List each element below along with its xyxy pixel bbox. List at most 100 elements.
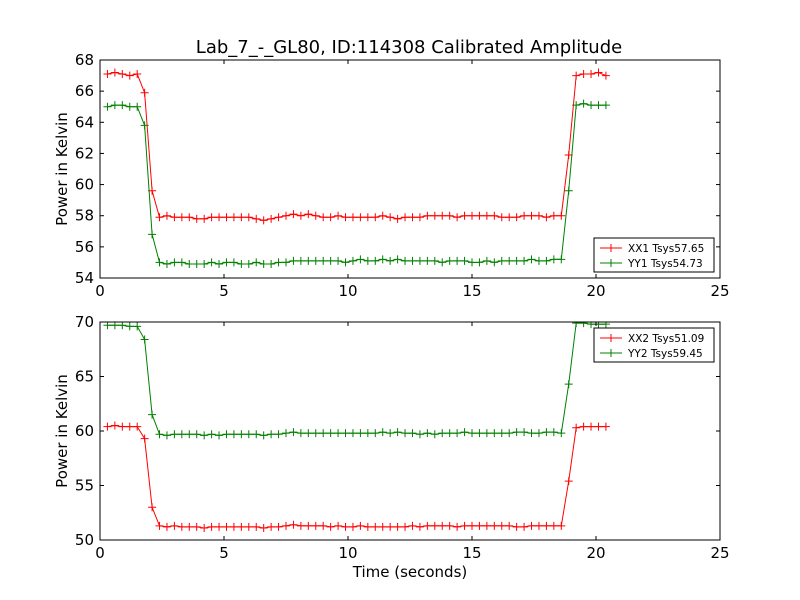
data-point <box>520 211 529 220</box>
data-point <box>252 430 261 439</box>
data-point <box>348 256 357 265</box>
data-point <box>267 522 276 531</box>
data-point <box>512 256 521 265</box>
x-tick-label: 25 <box>710 282 729 300</box>
legend-marker <box>607 334 615 342</box>
data-point <box>140 121 149 130</box>
data-point <box>490 521 499 530</box>
data-point <box>497 521 506 530</box>
data-point <box>572 423 581 432</box>
data-point <box>386 522 395 531</box>
data-point <box>356 429 365 438</box>
data-point <box>505 429 514 438</box>
data-point <box>534 521 543 530</box>
data-point <box>274 430 283 439</box>
data-point <box>185 213 194 222</box>
data-point <box>326 256 335 265</box>
data-point <box>453 256 462 265</box>
data-point <box>527 255 536 264</box>
data-point <box>155 213 164 222</box>
data-point <box>408 521 417 530</box>
data-point <box>133 422 142 431</box>
data-point <box>534 429 543 438</box>
x-tick-label: 10 <box>338 282 357 300</box>
data-point <box>557 211 566 220</box>
data-point <box>378 255 387 264</box>
data-point <box>438 521 447 530</box>
data-point <box>549 521 558 530</box>
data-point <box>296 521 305 530</box>
series-2-1 <box>103 421 610 533</box>
data-point <box>401 429 410 438</box>
y-tick-label: 58 <box>75 207 94 225</box>
data-point <box>505 521 514 530</box>
data-point <box>587 322 596 329</box>
data-point <box>244 259 253 268</box>
data-point <box>572 71 581 80</box>
data-point <box>282 258 290 267</box>
data-point <box>162 431 171 440</box>
legend-entry: YY2 Tsys59.45 <box>600 348 703 360</box>
data-point <box>378 211 387 220</box>
data-point <box>363 213 372 222</box>
data-point <box>192 430 201 439</box>
data-point <box>341 258 350 267</box>
data-point <box>549 428 558 437</box>
data-point <box>207 430 216 439</box>
data-point <box>587 101 596 110</box>
data-point <box>393 522 402 531</box>
data-point <box>572 322 581 328</box>
data-point <box>289 210 298 219</box>
data-point <box>296 256 305 265</box>
data-point <box>326 522 335 531</box>
legend-marker <box>607 259 615 267</box>
legend-box <box>593 327 715 363</box>
data-point <box>505 213 514 222</box>
x-tick-label: 15 <box>462 544 481 562</box>
data-point <box>445 256 454 265</box>
data-point <box>445 521 454 530</box>
data-point <box>378 522 387 531</box>
data-point <box>282 429 290 438</box>
data-point <box>140 434 149 443</box>
data-point <box>274 258 283 267</box>
series-line <box>107 71 607 221</box>
data-point <box>482 521 491 530</box>
legend-label: YY1 Tsys54.73 <box>627 258 703 270</box>
data-point <box>148 410 157 419</box>
data-point <box>289 428 298 437</box>
data-point <box>482 211 491 220</box>
data-point <box>423 521 432 530</box>
data-point <box>252 214 261 223</box>
y-tick-label: 62 <box>75 144 94 162</box>
data-point <box>244 430 253 439</box>
data-point <box>296 211 305 220</box>
y-axis-label: Power in Kelvin <box>53 112 71 226</box>
data-point <box>527 521 536 530</box>
y-tick-label: 55 <box>75 477 94 495</box>
data-point <box>103 70 112 79</box>
data-point <box>453 213 462 222</box>
data-point <box>438 258 447 267</box>
data-point <box>468 258 476 267</box>
data-point <box>497 256 506 265</box>
data-point <box>527 211 536 220</box>
data-point <box>542 213 551 222</box>
plot-frame <box>99 59 721 279</box>
data-point <box>259 431 268 440</box>
data-point <box>118 70 127 79</box>
data-point <box>259 259 268 268</box>
legend-entry: XX2 Tsys51.09 <box>600 333 704 345</box>
data-point <box>311 429 320 438</box>
data-point <box>490 258 499 267</box>
data-point <box>564 477 573 486</box>
data-point <box>408 429 417 438</box>
data-point <box>200 214 209 223</box>
data-point <box>259 216 268 225</box>
data-point <box>304 210 313 219</box>
data-point <box>185 522 194 531</box>
series-1-2 <box>103 99 610 268</box>
data-point <box>475 211 484 220</box>
data-point <box>497 429 506 438</box>
